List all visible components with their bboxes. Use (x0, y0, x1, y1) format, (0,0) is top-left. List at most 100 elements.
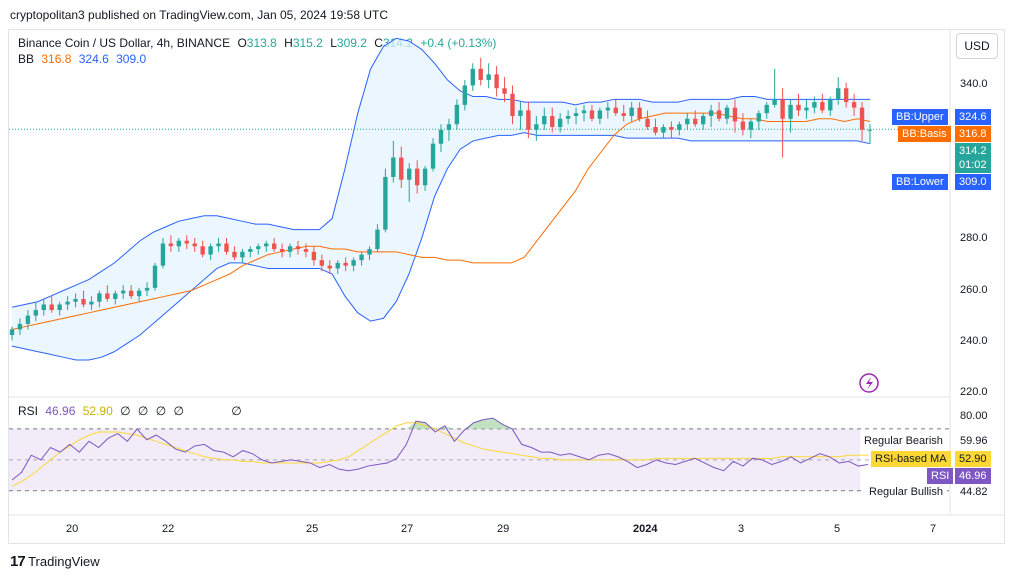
candle-body (351, 260, 356, 266)
candle-body (669, 127, 674, 130)
candle-body (430, 143, 436, 169)
rsi-ma-line (11, 422, 868, 487)
chart-frame (8, 29, 1005, 544)
candle-body (200, 246, 205, 255)
price-axis-label: 260.0 (960, 284, 988, 296)
symbol-title[interactable]: Binance Coin / US Dollar, 4h, BINANCE (18, 36, 231, 50)
alert-icon[interactable] (859, 373, 879, 393)
candle-body (677, 124, 682, 130)
publisher-line: cryptopolitan3 published on TradingView.… (10, 8, 389, 22)
bb-upper-value-tag: 324.6 (955, 109, 991, 125)
candle-body (685, 118, 690, 125)
candle-body (804, 107, 809, 111)
candle-body (581, 110, 587, 114)
candle-body (637, 107, 642, 119)
candle-body (446, 124, 452, 130)
candle-body (502, 88, 507, 94)
bb-upper-line (11, 37, 870, 308)
candle-body (812, 102, 817, 108)
bb-lower-line (11, 132, 871, 361)
rsi-label[interactable]: RSI (18, 404, 39, 418)
bb-legend: BB 316.8 324.6 309.0 (18, 52, 150, 66)
candle-body (732, 107, 738, 122)
tradingview-logo[interactable]: 17 TradingView (10, 553, 100, 570)
candle-body (81, 298, 86, 305)
candle-body (208, 246, 213, 255)
price-axis-label: 240.0 (960, 335, 988, 347)
tradingview-logo-icon: 17 (10, 553, 26, 570)
candle-body (65, 301, 70, 305)
candle-body (414, 168, 420, 186)
candle-body (700, 115, 706, 125)
candle-body (589, 110, 595, 119)
candle-body (526, 110, 531, 130)
candle-body (73, 298, 78, 302)
candle-body (248, 249, 253, 252)
bb-upper-name-tag: BB:Upper (892, 109, 948, 125)
candle-body (192, 243, 197, 247)
bb-label[interactable]: BB (18, 52, 35, 66)
time-axis-label: 7 (930, 523, 937, 535)
candle-body (780, 99, 785, 119)
price-axis-label: 220.0 (960, 386, 988, 398)
candle-body (113, 293, 118, 299)
candle-body (716, 110, 722, 119)
candle-body (41, 304, 46, 311)
rsi-value: 46.96 (45, 404, 76, 418)
time-axis-label: 2024 (633, 523, 658, 535)
rsi-axis-label: 44.82 (960, 486, 988, 498)
candle-body (494, 74, 499, 89)
candle-body (534, 124, 539, 130)
currency-button[interactable]: USD (956, 33, 998, 59)
bb-basis-value-tag: 316.8 (955, 126, 991, 142)
time-axis-label: 20 (66, 523, 79, 535)
lightning-icon (866, 377, 873, 390)
candle-body (17, 323, 23, 330)
candle-body (303, 249, 309, 252)
candle-body (311, 251, 317, 261)
candle-body (128, 290, 134, 297)
candle-body (796, 104, 801, 111)
candle-body (176, 240, 182, 247)
rsi-overbought-fill (406, 418, 513, 429)
candle-body (708, 110, 714, 116)
candle-body (828, 99, 833, 111)
bb-lower-name-tag: BB:Lower (892, 174, 948, 190)
candle-body (319, 260, 325, 266)
price-axis-label: 280.0 (960, 232, 988, 244)
candle-body (25, 315, 31, 324)
candle-body (327, 265, 332, 269)
candle-body (597, 110, 603, 119)
candle-body (565, 115, 571, 119)
candle-body (557, 118, 563, 128)
candle-body (168, 243, 174, 247)
candle-body (438, 129, 444, 144)
time-axis-label: 27 (401, 523, 414, 535)
candle-body (550, 115, 555, 128)
candle-body (383, 176, 388, 230)
high-label: H (284, 36, 293, 50)
candle-body (478, 68, 483, 80)
candle-body (542, 115, 547, 125)
candle-body (422, 168, 428, 186)
candle-body (407, 168, 412, 180)
open-label: O (237, 36, 247, 50)
candle-body (9, 329, 15, 335)
bb-lower-value: 309.0 (116, 52, 147, 66)
tradingview-brand: TradingView (28, 554, 100, 569)
candle-body (756, 113, 761, 122)
candle-body (399, 157, 404, 180)
time-axis-label: 25 (306, 523, 319, 535)
candle-body (121, 290, 126, 294)
candle-body (486, 74, 491, 80)
candle-body (359, 254, 364, 261)
price-pane (9, 37, 950, 361)
regular-bearish-tag: Regular Bearish (860, 433, 947, 449)
candle-body (621, 113, 626, 116)
time-axis-label: 5 (834, 523, 841, 535)
candle-body (240, 251, 245, 258)
candle-body (136, 290, 142, 297)
candle-body (367, 249, 372, 255)
candle-body (49, 304, 54, 311)
